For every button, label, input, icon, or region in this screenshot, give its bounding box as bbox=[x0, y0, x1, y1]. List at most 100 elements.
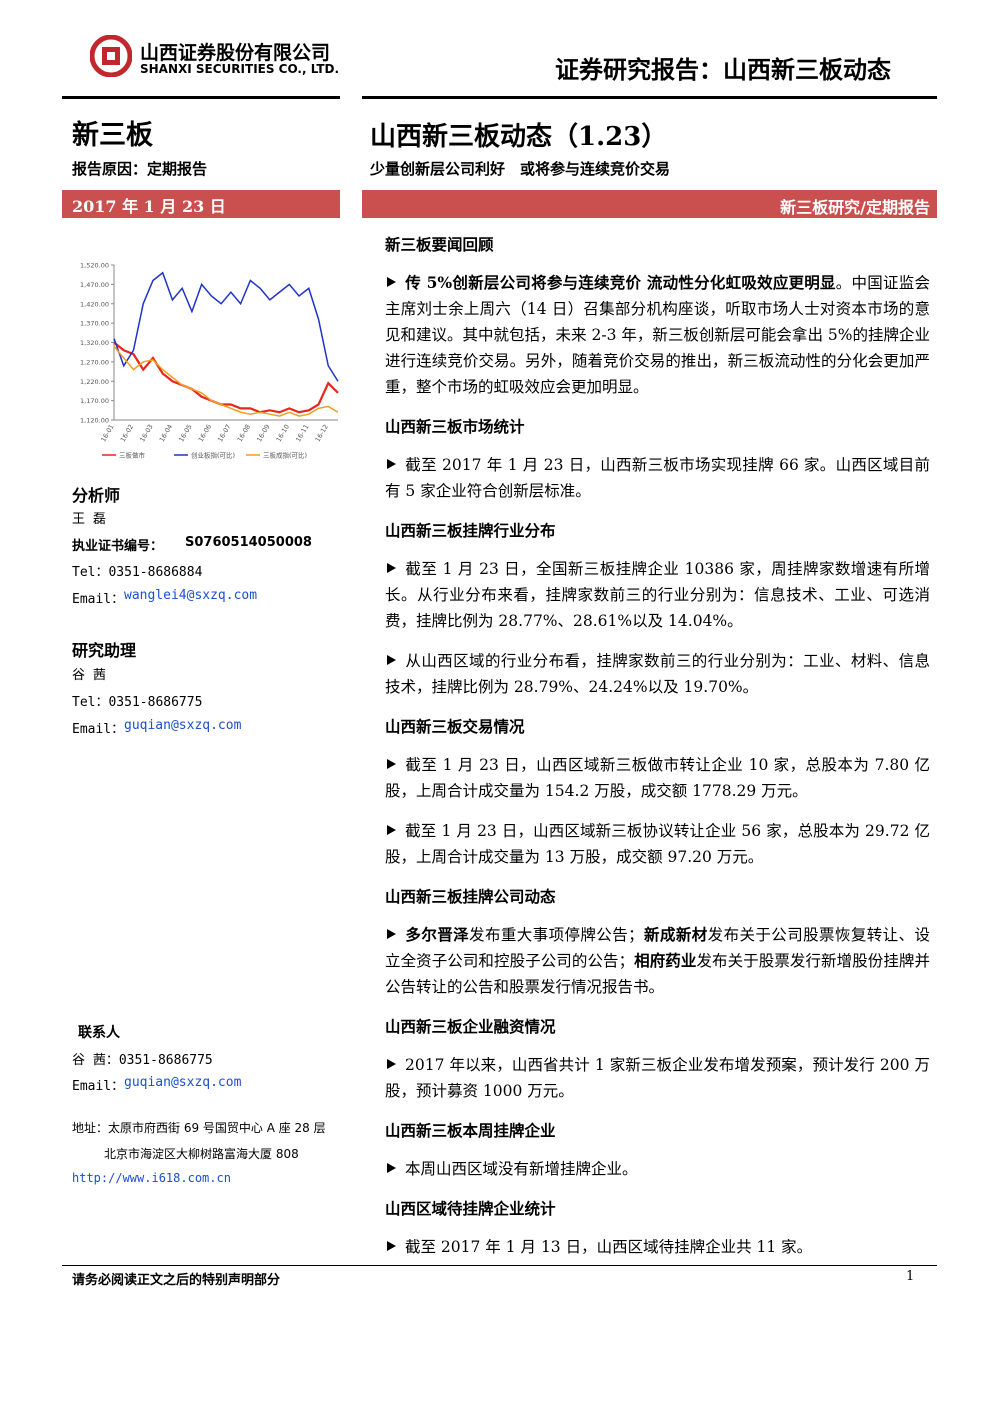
contact-tel: 谷 茜：0351-8686775 bbox=[72, 1053, 213, 1068]
x-tick-label: 16-05 bbox=[177, 423, 193, 443]
company-en: SHANXI SECURITIES CO., LTD. bbox=[140, 62, 340, 76]
page-number: 1 bbox=[906, 1269, 915, 1284]
bold-text: 相府药业 bbox=[634, 951, 697, 970]
report-type: 证券研究报告：山西新三板动态 bbox=[555, 56, 891, 84]
board: 新三板 bbox=[72, 120, 153, 151]
bullet-arrow bbox=[387, 1241, 396, 1251]
y-tick-label: 1,120.00 bbox=[80, 417, 109, 425]
legend-label: 创业板指(可比) bbox=[191, 451, 235, 460]
legend-label: 三板做市 bbox=[119, 451, 146, 460]
bullet-arrow bbox=[387, 277, 396, 287]
section-heading: 山西新三板交易情况 bbox=[385, 718, 525, 736]
email-link[interactable]: guqian@sxzq.com bbox=[124, 718, 242, 733]
text: 。中国证监会主席刘士余上周六（14 日）召集部分机构座谈，听取市场人士对资本市场… bbox=[385, 274, 930, 396]
analyst-tel: Tel：0351-8686884 bbox=[72, 565, 203, 580]
y-tick-label: 1,320.00 bbox=[80, 339, 109, 347]
text: 发布重大事项停牌公告； bbox=[469, 926, 644, 944]
y-tick-label: 1,470.00 bbox=[80, 281, 109, 289]
bullet-arrow bbox=[387, 655, 396, 665]
cert: S0760514050008 bbox=[185, 535, 312, 550]
x-tick-label: 16-12 bbox=[314, 423, 330, 443]
bullet-arrow bbox=[387, 563, 396, 573]
line-series bbox=[113, 345, 339, 417]
x-tick-label: 16-09 bbox=[255, 423, 271, 443]
paragraph: 本周山西区域没有新增挂牌企业。 bbox=[385, 1156, 930, 1182]
email-link[interactable]: wanglei4@sxzq.com bbox=[124, 588, 258, 603]
x-tick-label: 16-06 bbox=[197, 423, 213, 443]
section-heading: 山西新三板挂牌公司动态 bbox=[385, 888, 556, 906]
text: 截至 2017 年 1 月 23 日，山西新三板市场实现挂牌 66 家。山西区域… bbox=[385, 456, 930, 500]
text: 截至 1 月 23 日，山西区域新三板协议转让企业 56 家，总股本为 29.7… bbox=[385, 822, 930, 866]
chart: 1,120.00 1,170.00 1,220.00 1,270.00 1,320.00… bbox=[80, 262, 339, 460]
y-tick-label: 1,370.00 bbox=[80, 320, 109, 328]
assistant-heading: 研究助理 bbox=[72, 641, 137, 660]
y-tick-label: 1,270.00 bbox=[80, 358, 109, 366]
x-tick-label: 16-01 bbox=[99, 423, 115, 443]
line-series bbox=[113, 341, 339, 414]
email-label: Email： bbox=[72, 1079, 125, 1094]
paragraph: 截至 1 月 23 日，山西区域新三板做市转让企业 10 家，总股本为 7.80… bbox=[385, 752, 930, 804]
section-heading: 山西区域待挂牌企业统计 bbox=[385, 1200, 556, 1218]
analyst-heading: 分析师 bbox=[72, 486, 121, 505]
bold-text: 新成新材 bbox=[643, 925, 708, 944]
date: 2017 年 1 月 23 日 bbox=[72, 197, 226, 216]
legend-label: 三板成指(可比) bbox=[263, 451, 307, 460]
paragraph: 从山西区域的行业分布看，挂牌家数前三的行业分别为：工业、材料、信息技术，挂牌比例… bbox=[385, 648, 930, 700]
disclaimer: 请务必阅读正文之后的特别声明部分 bbox=[72, 1273, 281, 1288]
category-bar bbox=[362, 190, 937, 218]
address: 地址：太原市府西街 69 号国贸中心 A 座 28 层 bbox=[72, 1121, 326, 1135]
text: 截至 1 月 23 日，山西区域新三板做市转让企业 10 家，总股本为 7.80… bbox=[385, 756, 930, 800]
x-tick-label: 16-10 bbox=[275, 423, 291, 443]
assistant-tel: Tel：0351-8686775 bbox=[72, 695, 203, 710]
company-cn: 山西证券股份有限公司 bbox=[140, 42, 331, 64]
line-series bbox=[113, 271, 339, 382]
x-tick-label: 16-11 bbox=[294, 423, 310, 443]
bullet-arrow bbox=[387, 759, 396, 769]
section-heading: 山西新三板本周挂牌企业 bbox=[385, 1122, 556, 1140]
x-tick-label: 16-03 bbox=[138, 423, 154, 443]
paragraph: 截至 2017 年 1 月 23 日，山西新三板市场实现挂牌 66 家。山西区域… bbox=[385, 452, 930, 504]
paragraph: 2017 年以来，山西省共计 1 家新三板企业发布增发预案，预计发行 200 万… bbox=[385, 1052, 930, 1104]
footer-rule bbox=[62, 1265, 937, 1266]
logo bbox=[90, 35, 132, 77]
email-label: Email： bbox=[72, 592, 125, 607]
paragraph: 传 5%创新层公司将参与连续竞价 流动性分化虹吸效应更明显。中国证监会主席刘士余… bbox=[385, 270, 930, 400]
x-tick-label: 16-07 bbox=[216, 423, 232, 443]
x-tick-label: 16-02 bbox=[119, 423, 135, 443]
bullet-arrow bbox=[387, 459, 396, 469]
text: 本周山西区域没有新增挂牌企业。 bbox=[405, 1160, 638, 1178]
address: 北京市海淀区大柳树路富海大厦 808 bbox=[104, 1147, 299, 1161]
section-heading: 山西新三板挂牌行业分布 bbox=[385, 522, 556, 540]
section-heading: 山西新三板市场统计 bbox=[385, 418, 525, 436]
reason: 报告原因：定期报告 bbox=[72, 160, 208, 178]
subtitle: 少量创新层公司利好 或将参与连续竞价交易 bbox=[370, 160, 671, 178]
text: 发布关于公司股票恢复转让、设立全资子公司和控股子公司的公告； bbox=[385, 926, 930, 970]
rule bbox=[62, 96, 340, 99]
title: 山西新三板动态（1.23） bbox=[370, 122, 668, 152]
text: 截至 1 月 23 日，全国新三板挂牌企业 10386 家，周挂牌家数增速有所增… bbox=[385, 560, 930, 630]
cert-label: 执业证书编号： bbox=[72, 539, 164, 554]
bold-text: 传 5%创新层公司将参与连续竞价 流动性分化虹吸效应更明显 bbox=[405, 273, 836, 292]
text: 从山西区域的行业分布看，挂牌家数前三的行业分别为：工业、材料、信息技术，挂牌比例… bbox=[385, 652, 930, 696]
assistant-name: 谷 茜 bbox=[72, 668, 106, 683]
y-tick-label: 1,520.00 bbox=[80, 262, 109, 270]
paragraph: 多尔晋泽发布重大事项停牌公告；新成新材发布关于公司股票恢复转让、设立全资子公司和… bbox=[385, 922, 930, 1000]
url-link[interactable]: http://www.i618.com.cn bbox=[72, 1171, 231, 1185]
section-heading: 新三板要闻回顾 bbox=[385, 236, 494, 254]
paragraph: 截至 1 月 23 日，山西区域新三板协议转让企业 56 家，总股本为 29.7… bbox=[385, 818, 930, 870]
date-bar bbox=[62, 190, 340, 218]
bullet-arrow bbox=[387, 1163, 396, 1173]
text: 截至 2017 年 1 月 13 日，山西区域待挂牌企业共 11 家。 bbox=[405, 1238, 813, 1256]
email-link[interactable]: guqian@sxzq.com bbox=[124, 1075, 242, 1090]
contact-heading: 联系人 bbox=[78, 1025, 120, 1041]
paragraph: 截至 2017 年 1 月 13 日，山西区域待挂牌企业共 11 家。 bbox=[385, 1234, 930, 1260]
x-tick-label: 16-04 bbox=[158, 423, 174, 443]
bold-text: 多尔晋泽 bbox=[405, 925, 470, 944]
paragraph: 截至 1 月 23 日，全国新三板挂牌企业 10386 家，周挂牌家数增速有所增… bbox=[385, 556, 930, 634]
rule bbox=[362, 96, 937, 99]
bullet-arrow bbox=[387, 825, 396, 835]
y-tick-label: 1,170.00 bbox=[80, 397, 109, 405]
main-body: 新三板要闻回顾传 5%创新层公司将参与连续竞价 流动性分化虹吸效应更明显。中国证… bbox=[385, 232, 930, 1274]
text: 发布关于股票发行新增股份挂牌并公告转让的公告和股票发行情况报告书。 bbox=[385, 952, 930, 996]
